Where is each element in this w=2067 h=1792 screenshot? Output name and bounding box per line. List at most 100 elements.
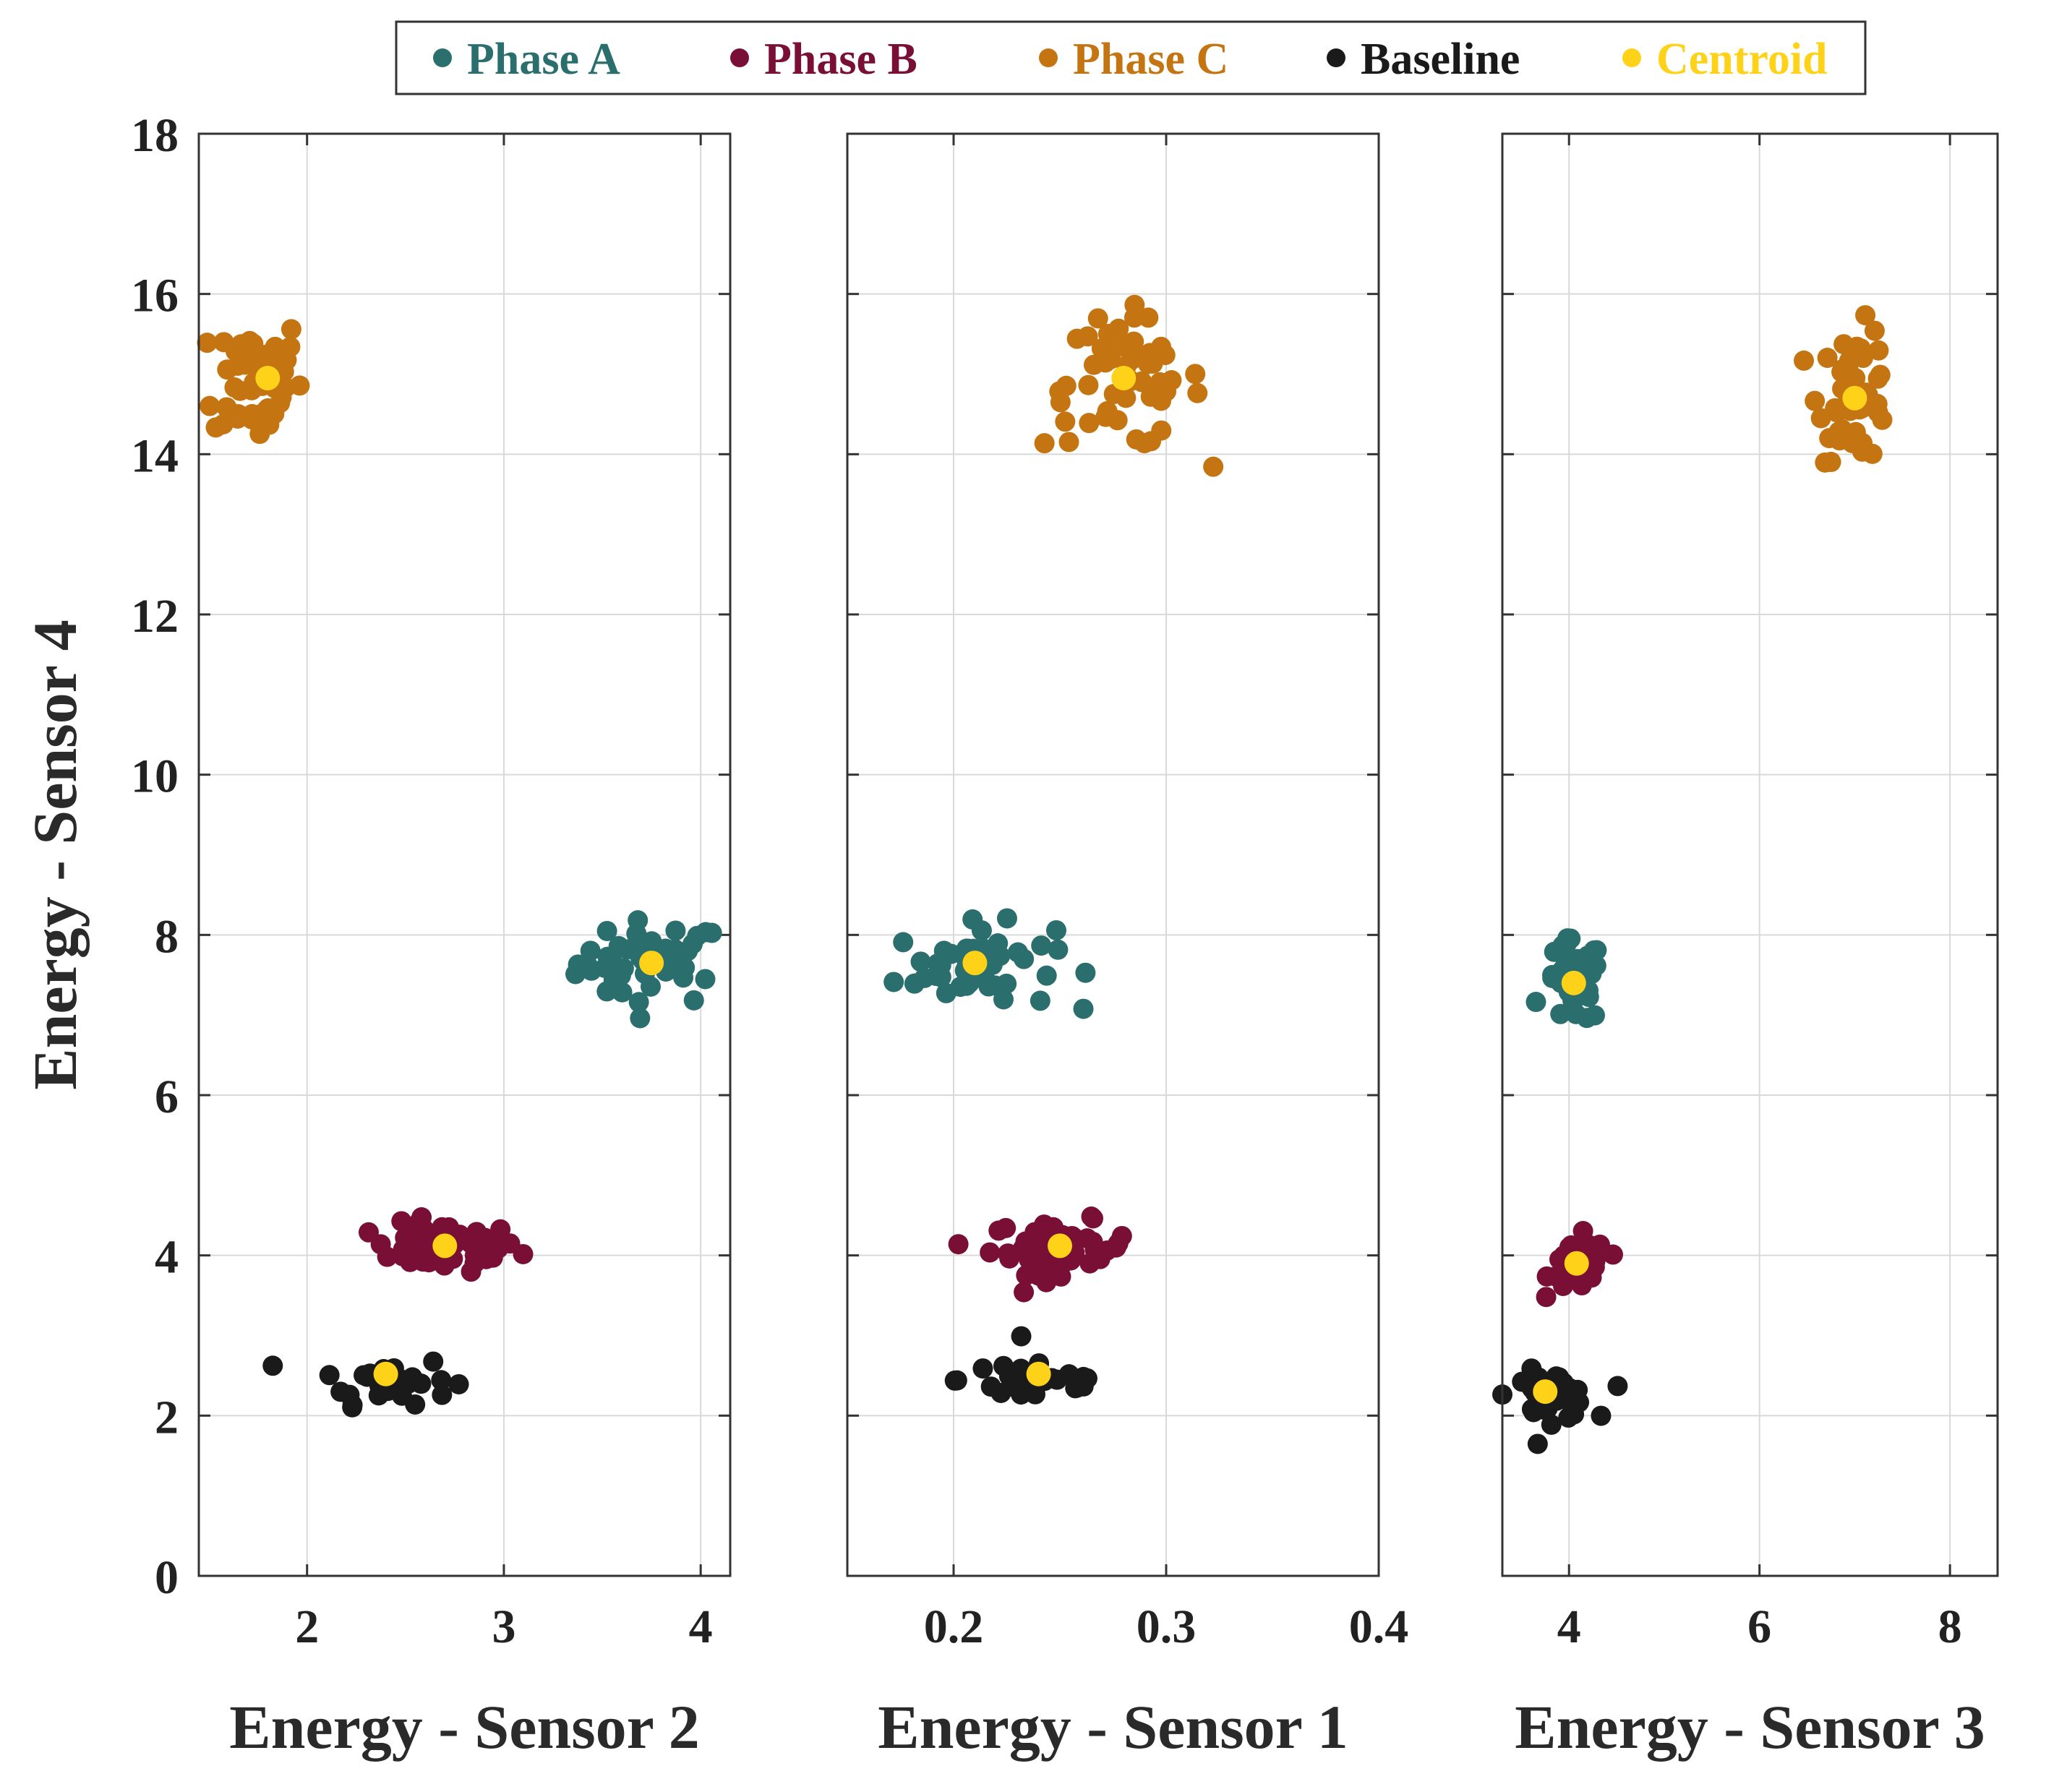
point-phase-b <box>482 1247 503 1268</box>
point-phase-c <box>1867 402 1888 423</box>
point-phase-a <box>1567 948 1588 969</box>
y-tick-label: 0 <box>155 1551 179 1604</box>
panel-1-x-axis-label: Energy - Sensor 2 <box>229 1692 700 1762</box>
point-phase-a <box>1036 965 1057 986</box>
point-phase-c <box>1078 374 1099 395</box>
point-phase-c <box>1066 328 1087 349</box>
legend-label-phase-c: Phase C <box>1073 35 1228 84</box>
point-phase-a <box>578 956 599 977</box>
x-tick-label: 0.4 <box>1349 1600 1409 1653</box>
point-baseline <box>944 1370 965 1391</box>
point-phase-c <box>1134 433 1155 454</box>
point-phase-a <box>893 932 914 953</box>
legend-box <box>395 20 1867 95</box>
point-phase-c <box>1079 413 1100 434</box>
point-phase-c <box>1058 432 1079 453</box>
point-phase-c <box>1087 308 1108 329</box>
point-phase-c <box>1868 340 1889 361</box>
point-phase-a <box>1581 964 1602 985</box>
point-phase-b <box>1536 1287 1557 1308</box>
point-phase-c <box>244 408 265 429</box>
point-baseline <box>1521 1399 1542 1420</box>
point-phase-c <box>1870 364 1891 385</box>
point-phase-c <box>227 355 248 376</box>
point-phase-b <box>393 1246 414 1266</box>
point-phase-a <box>628 910 649 931</box>
point-phase-c <box>1034 433 1055 454</box>
y-tick-label: 14 <box>131 429 179 482</box>
point-baseline <box>1541 1414 1562 1435</box>
point-phase-c <box>1810 408 1831 429</box>
point-phase-b <box>513 1243 534 1264</box>
point-phase-b <box>988 1220 1009 1241</box>
centroid-marker <box>1561 970 1586 995</box>
point-phase-b <box>1602 1244 1623 1265</box>
point-phase-c <box>1820 452 1841 473</box>
point-phase-c <box>1852 441 1873 462</box>
point-phase-b <box>1014 1282 1035 1303</box>
point-phase-c <box>1805 390 1826 411</box>
point-phase-a <box>1584 1005 1605 1026</box>
point-phase-a <box>1046 919 1067 940</box>
point-phase-b <box>1082 1231 1103 1252</box>
point-baseline <box>368 1385 389 1406</box>
point-baseline <box>1527 1433 1548 1454</box>
point-baseline <box>319 1365 340 1386</box>
x-tick-label: 4 <box>1557 1600 1581 1653</box>
point-phase-c <box>1083 354 1104 375</box>
point-phase-a <box>976 971 997 992</box>
point-phase-c <box>1852 348 1873 369</box>
point-phase-c <box>1100 348 1121 369</box>
point-phase-c <box>1819 428 1840 449</box>
y-tick-label: 10 <box>131 750 179 803</box>
point-phase-a <box>603 969 624 990</box>
legend-marker-centroid <box>1622 48 1641 67</box>
y-axis-label: Energy - Sensor 4 <box>20 620 90 1090</box>
point-phase-a <box>608 935 629 956</box>
point-phase-c <box>281 319 301 340</box>
point-phase-c <box>1138 307 1159 328</box>
point-phase-c <box>197 333 218 353</box>
point-phase-a <box>683 990 704 1011</box>
point-phase-a <box>1550 1003 1571 1024</box>
legend-marker-phase-c <box>1039 48 1058 67</box>
point-baseline <box>354 1365 375 1386</box>
y-tick-label: 4 <box>155 1231 179 1284</box>
point-baseline <box>448 1373 469 1394</box>
y-tick-label: 8 <box>155 910 179 963</box>
point-phase-c <box>1151 420 1172 441</box>
point-phase-c <box>1161 370 1182 391</box>
centroid-marker <box>1564 1251 1589 1276</box>
point-baseline <box>402 1367 423 1388</box>
point-phase-c <box>1185 364 1206 385</box>
point-phase-a <box>596 920 617 941</box>
point-phase-b <box>1106 1235 1127 1256</box>
point-phase-b <box>1585 1251 1606 1272</box>
point-phase-c <box>1140 386 1161 407</box>
point-phase-a <box>701 922 722 943</box>
point-phase-b <box>391 1211 412 1232</box>
point-phase-c <box>254 345 275 366</box>
panel-3-background <box>1502 134 1998 1576</box>
point-phase-b <box>421 1251 442 1272</box>
centroid-marker <box>432 1233 458 1259</box>
point-phase-a <box>695 969 716 990</box>
point-phase-b <box>1021 1243 1042 1264</box>
centroid-marker <box>1048 1233 1072 1259</box>
point-phase-b <box>370 1234 391 1255</box>
centroid-marker <box>373 1361 398 1386</box>
point-phase-c <box>200 395 221 416</box>
point-phase-a <box>971 920 992 941</box>
point-baseline <box>1011 1326 1032 1347</box>
centroid-marker <box>962 951 988 976</box>
point-phase-c <box>1131 371 1152 392</box>
point-phase-a <box>1031 935 1052 956</box>
centroid-marker <box>1026 1361 1051 1386</box>
x-tick-label: 3 <box>492 1600 515 1653</box>
y-tick-label: 2 <box>155 1391 179 1444</box>
point-phase-a <box>1048 939 1069 960</box>
point-baseline <box>431 1370 452 1391</box>
point-phase-a <box>1030 990 1050 1011</box>
point-phase-a <box>1552 935 1573 956</box>
